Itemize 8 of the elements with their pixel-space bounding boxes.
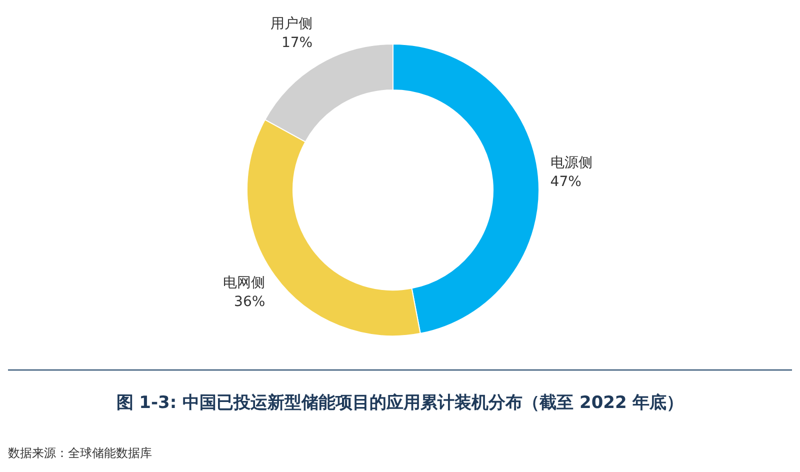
- text: 图 1-3: 中国已投运新型储能项目的应用累计装机分布（截至 2022 年底）: [116, 393, 684, 413]
- data-label: 36%: [234, 294, 266, 310]
- slice-label: 电源侧: [550, 155, 592, 172]
- source-note: 数据来源：全球储能数据库: [8, 446, 152, 460]
- data-label: 47%: [550, 174, 582, 190]
- data-label: 17%: [281, 35, 313, 52]
- slice-label: 用户侧: [270, 16, 313, 32]
- slice-label: 电网侧: [223, 274, 266, 291]
